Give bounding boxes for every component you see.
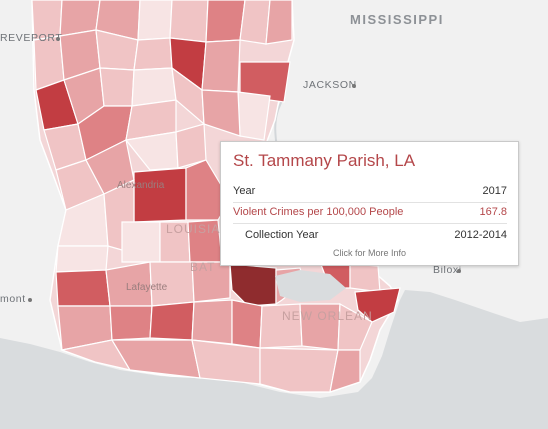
parish-shape[interactable] bbox=[191, 299, 233, 345]
jackson-dot bbox=[352, 84, 356, 88]
parish-shape[interactable] bbox=[133, 167, 187, 223]
map-label-alexandria: Alexandria bbox=[117, 180, 165, 191]
parish-shape[interactable] bbox=[169, 0, 209, 43]
parish-shape[interactable] bbox=[110, 339, 201, 379]
tooltip-row-year: Year 2017 bbox=[233, 182, 507, 203]
tooltip-row-collection-year: Collection Year 2012-2014 bbox=[233, 226, 507, 246]
map-label-biloxi: Biloxi bbox=[433, 264, 462, 276]
parish-shape[interactable] bbox=[349, 263, 381, 293]
parish-shape[interactable] bbox=[121, 221, 161, 263]
map-label-beaumont: mont bbox=[0, 293, 26, 305]
parish-shape[interactable] bbox=[231, 299, 263, 349]
tooltip-row-label: Violent Crimes per 100,000 People bbox=[233, 206, 404, 218]
parish-shape[interactable] bbox=[133, 37, 173, 71]
tooltip-row-value: 2017 bbox=[482, 185, 507, 197]
parish-shape[interactable] bbox=[149, 301, 195, 341]
map-label-new-orleans: NEW ORLEAN bbox=[282, 309, 373, 323]
map-label-shreveport: REVEPORT bbox=[0, 32, 63, 44]
lake-pontchartrain bbox=[275, 270, 346, 302]
map-label-mississippi: MISSISSIPPI bbox=[350, 12, 444, 27]
tooltip-title: St. Tammany Parish, LA bbox=[233, 151, 416, 170]
parish-shape[interactable] bbox=[99, 67, 135, 107]
parish-shape[interactable] bbox=[329, 349, 361, 393]
parish-shape[interactable] bbox=[265, 0, 293, 45]
map-label-lafayette: Lafayette bbox=[126, 282, 168, 293]
tooltip-row-label: Year bbox=[233, 185, 256, 197]
tooltip-row-value: 2012-2014 bbox=[454, 229, 507, 241]
parish-shape[interactable] bbox=[237, 91, 271, 141]
tooltip-row-value: 167.8 bbox=[479, 206, 507, 218]
parish-shape[interactable] bbox=[55, 245, 109, 273]
parish-shape[interactable] bbox=[55, 269, 111, 307]
click-for-more-info-link[interactable]: Click for More Info bbox=[332, 248, 407, 258]
map-label-louisiana: LOUISIA bbox=[166, 222, 221, 236]
tooltip-row-label: Collection Year bbox=[245, 229, 319, 241]
tooltip-row-violent-crimes: Violent Crimes per 100,000 People 167.8 bbox=[233, 203, 507, 224]
parish-shape[interactable] bbox=[191, 261, 231, 303]
parish-shape[interactable] bbox=[205, 0, 246, 43]
parish-shape[interactable] bbox=[229, 263, 277, 307]
parish-shape[interactable] bbox=[201, 39, 241, 93]
biloxi-dot bbox=[457, 269, 461, 273]
parish-shape[interactable] bbox=[259, 347, 339, 393]
map-label-baton-rouge: BAT bbox=[190, 260, 216, 274]
parish-shape[interactable] bbox=[109, 305, 153, 341]
parish-shape[interactable] bbox=[201, 89, 241, 137]
map-label-jackson: JACKSON bbox=[303, 79, 357, 91]
parish-shape[interactable] bbox=[354, 287, 401, 323]
parish-shape[interactable] bbox=[191, 339, 261, 385]
parish-tooltip: St. Tammany Parish, LA Year 2017 Violent… bbox=[220, 141, 519, 266]
parish-shape[interactable] bbox=[239, 61, 291, 103]
parish-shape[interactable] bbox=[137, 0, 173, 41]
beaumont-dot bbox=[28, 298, 32, 302]
parish-shape[interactable] bbox=[239, 0, 271, 45]
shreveport-dot bbox=[56, 37, 60, 41]
